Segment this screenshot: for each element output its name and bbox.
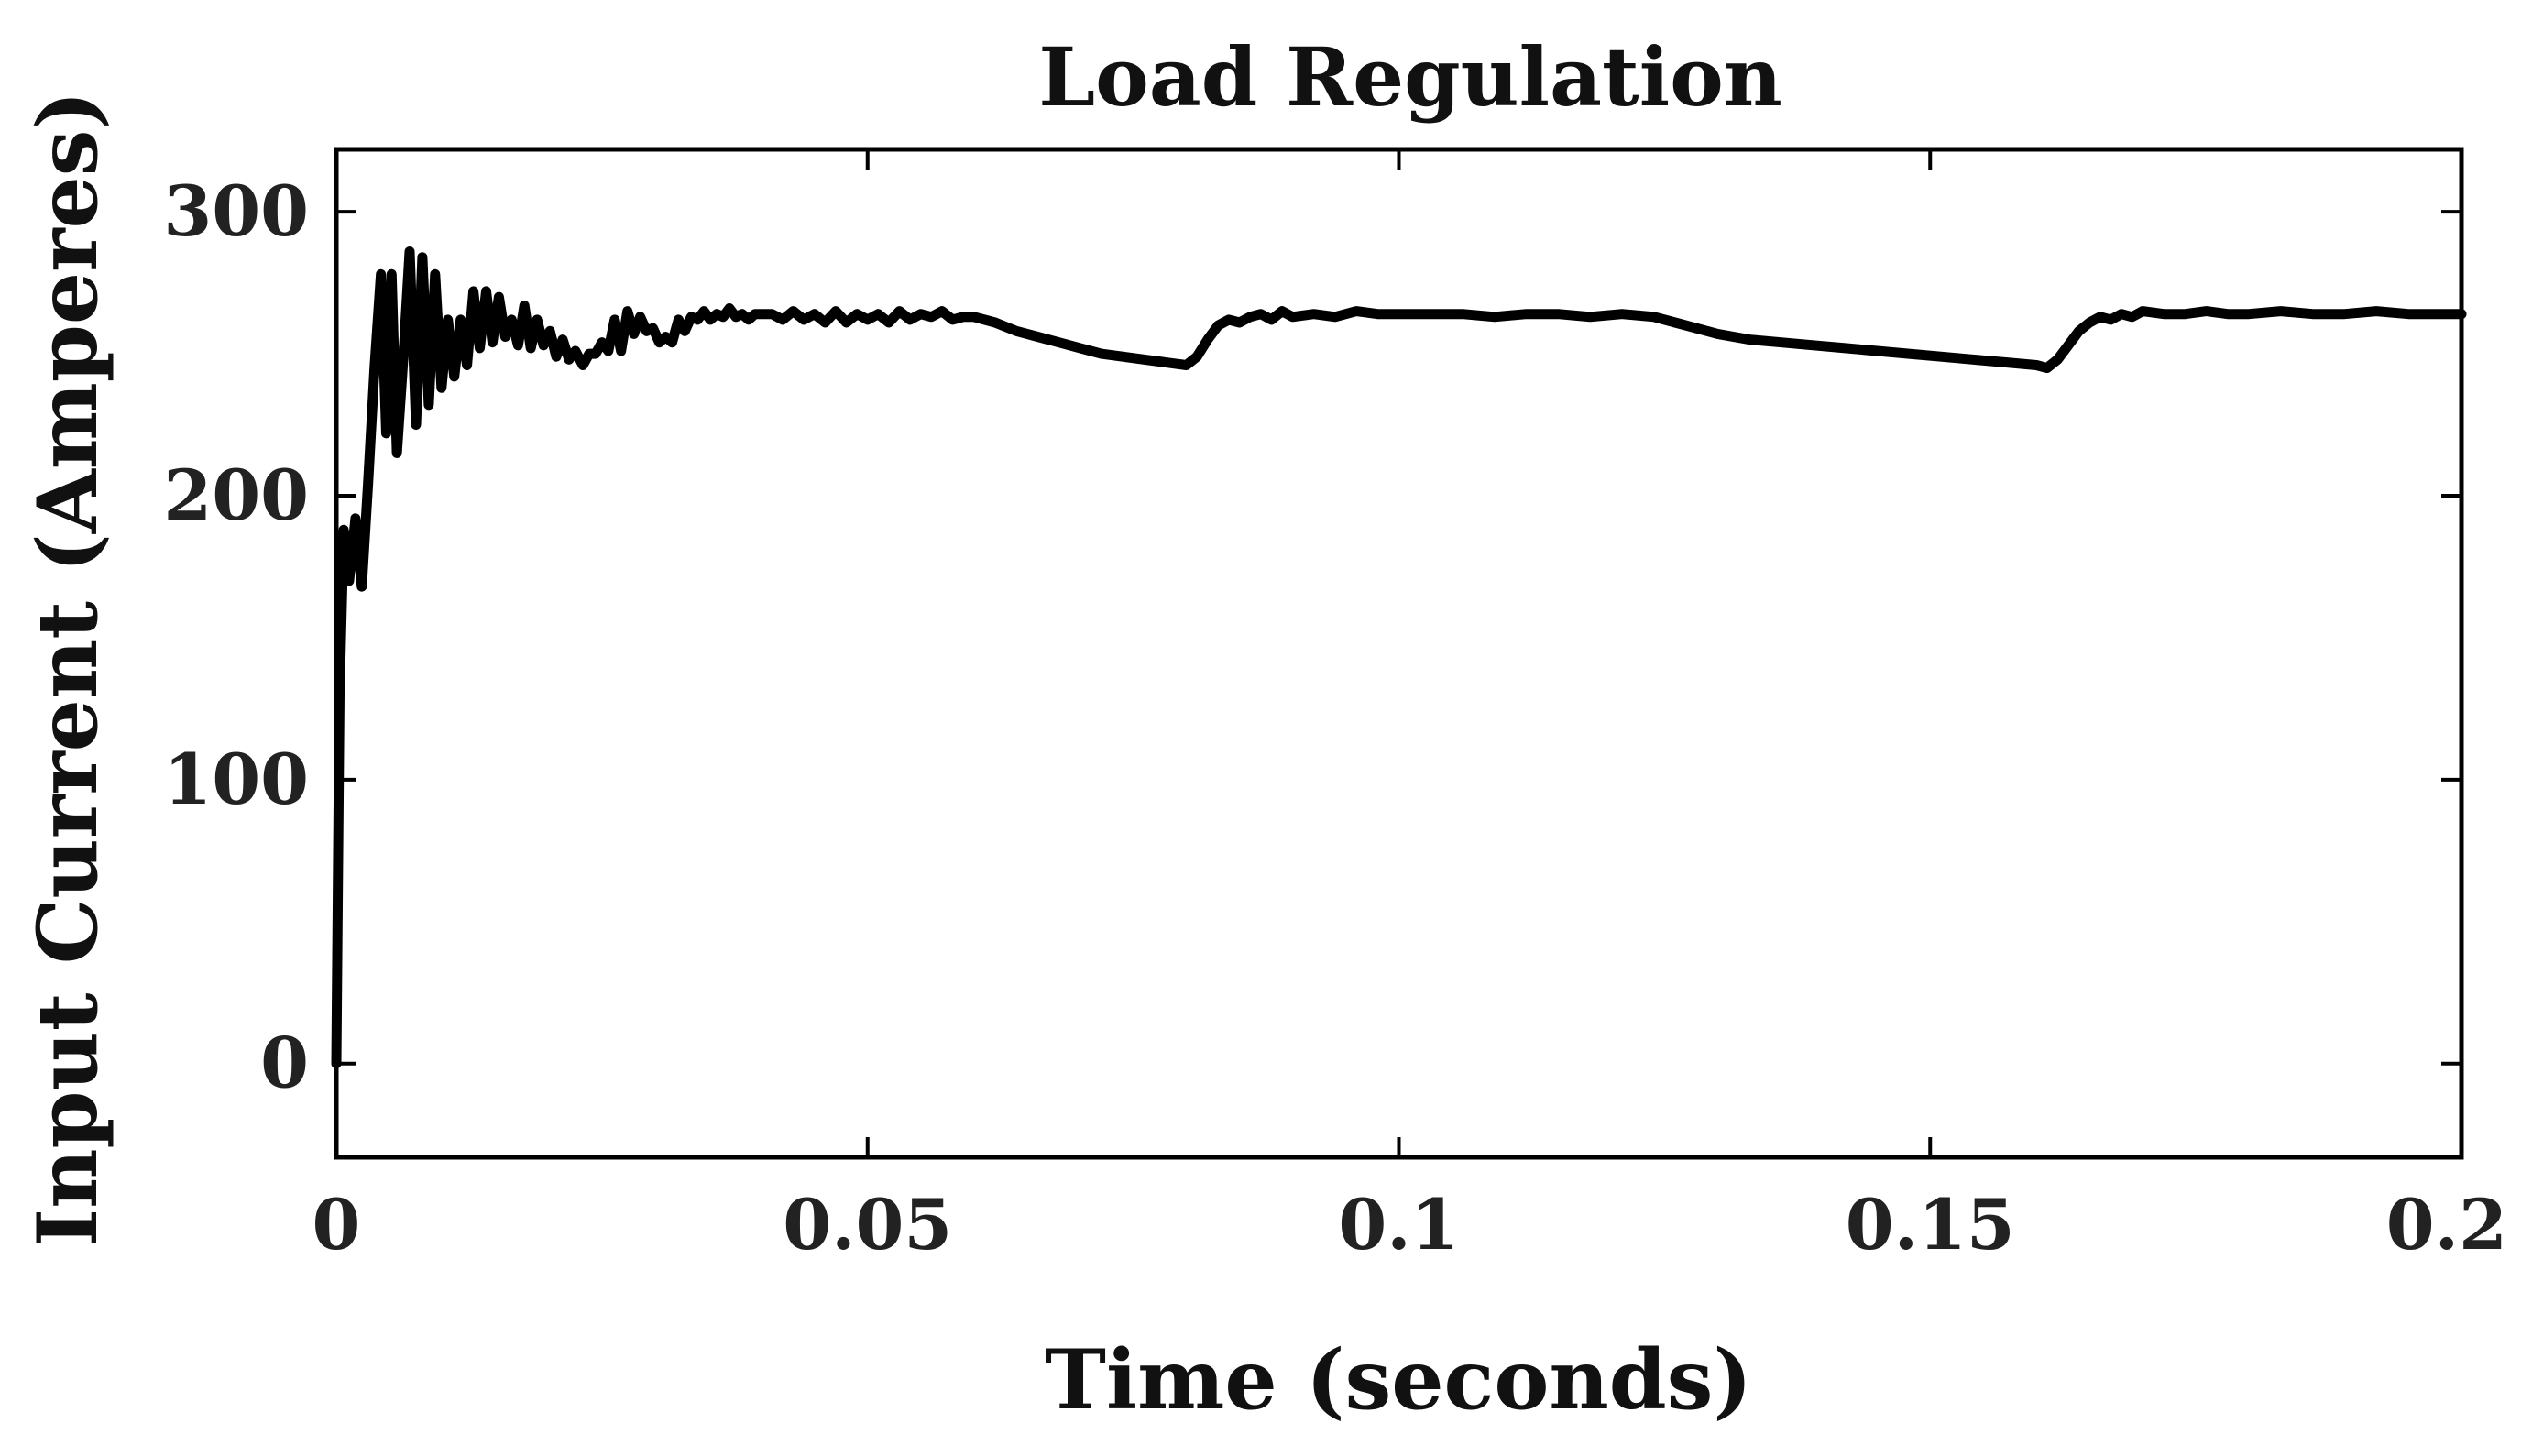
y-axis-ticks: 0 100 200 300 — [163, 170, 2461, 1104]
y-tick-label: 300 — [163, 170, 309, 252]
chart-title: Load Regulation — [1038, 29, 1782, 125]
x-tick-label: 0.05 — [783, 1184, 952, 1265]
y-tick-label: 100 — [163, 739, 309, 820]
x-tick-label: 0.2 — [2386, 1184, 2507, 1265]
input-current-series-line — [331, 246, 2467, 1069]
x-axis-title: Time (seconds) — [1045, 1331, 1752, 1429]
x-tick-label: 0.1 — [1338, 1184, 1459, 1265]
y-tick-label: 0 — [260, 1023, 309, 1104]
x-tick-label: 0 — [312, 1184, 361, 1265]
x-axis-ticks: 0 0.05 0.1 0.15 0.2 — [312, 149, 2507, 1265]
y-axis-title: Input Current (Amperes) — [19, 91, 116, 1247]
y-tick-label: 200 — [163, 454, 309, 536]
plot-area-frame — [334, 147, 2464, 1160]
x-tick-label: 0.15 — [1846, 1184, 2015, 1265]
